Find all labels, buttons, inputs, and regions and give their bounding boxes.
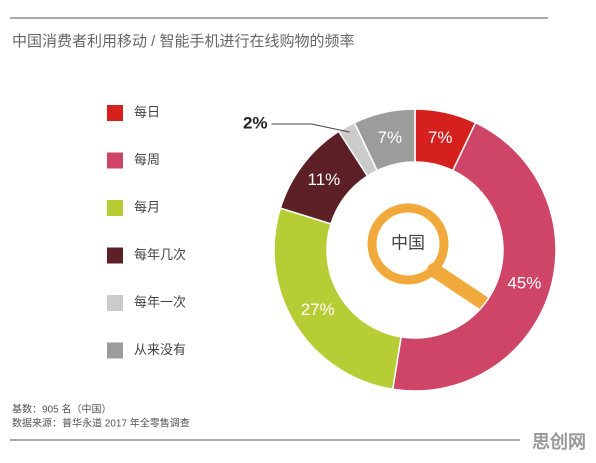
legend-swatch [107, 342, 123, 359]
legend-label: 每月 [134, 199, 160, 214]
legend-label: 每周 [134, 152, 160, 167]
data-label: 11% [308, 170, 341, 189]
legend-swatch [107, 152, 123, 169]
note: 数据来源：普华永道 2017 年全零售调查 [12, 417, 190, 430]
leader-line [271, 123, 350, 133]
center-label: 中国 [391, 233, 425, 252]
chart-title: 中国消费者利用移动 / 智能手机进行在线购物的频率 [12, 32, 355, 50]
slice [391, 121, 557, 392]
legend-label: 每年一次 [134, 294, 186, 309]
legend-swatch [107, 105, 123, 121]
data-label: 7% [428, 128, 453, 147]
slice [273, 207, 402, 391]
note: 基数：905 名（中国） [12, 403, 111, 416]
legend-swatch [107, 247, 123, 264]
slice [353, 108, 416, 172]
legend-label: 每日 [134, 104, 160, 119]
legend-label: 从来没有 [134, 342, 186, 357]
data-label: 45% [507, 273, 541, 292]
data-label: 27% [301, 300, 335, 319]
legend-swatch [107, 200, 123, 216]
magnifier-icon [367, 203, 489, 309]
legend-label: 每年几次 [134, 247, 186, 262]
data-label: 2% [243, 114, 268, 133]
data-label: 7% [377, 128, 402, 147]
legend-swatch [107, 295, 123, 311]
watermark: 思创网 [532, 431, 586, 452]
